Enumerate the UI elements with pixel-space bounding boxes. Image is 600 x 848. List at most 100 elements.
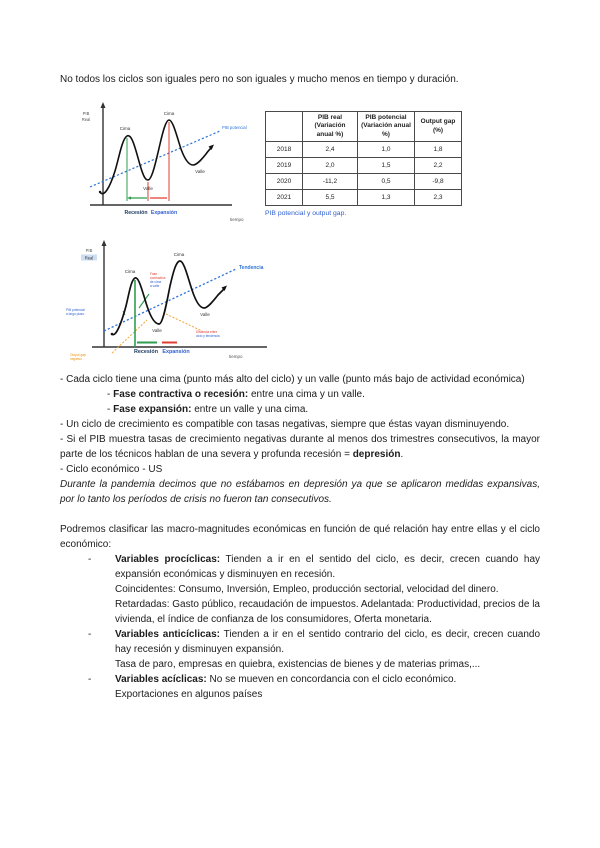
aciclicas-term: Variables acíclicas: <box>115 674 207 685</box>
depresion-term: depresión <box>352 449 401 460</box>
col-header-pib-real: PIB real (Variación anual %) <box>302 110 358 143</box>
col-header-output-gap: Output gap (%) <box>414 110 462 143</box>
gdp-table: PIB real (Variación anual %) PIB potenci… <box>265 110 462 207</box>
peak1-label: Cima <box>120 126 131 131</box>
bullet-prociclicas: - Variables procíclicas: Tienden a ir en… <box>60 552 540 627</box>
valley1-label: Valle <box>143 186 153 191</box>
figure-row-1: PIB Real PIB potencial Cima Cima <box>60 99 540 231</box>
dash: - <box>107 404 114 415</box>
bullet-main: Variables anticíclicas: Tienden a ir en … <box>115 627 540 657</box>
curve-start-dot <box>98 190 102 194</box>
right-annotation-line-2: ciclo y tendencia <box>196 334 220 338</box>
prociclicas-def: Tienden a ir en el sentido del ciclo, es… <box>115 554 541 580</box>
fase-contractiva-term: Fase contractiva o recesión: <box>113 389 249 400</box>
si-pib-text: - Si el PIB muestra tasas de crecimiento… <box>60 434 540 460</box>
bullet-dash: - <box>88 674 92 685</box>
recession-label: Recesión <box>124 210 147 216</box>
trend-label: PIB potencial <box>222 125 247 130</box>
trend-line <box>103 268 237 332</box>
real-cell: 2,4 <box>302 141 358 159</box>
bottom-left-annotation-line-1: Output gap <box>70 353 86 357</box>
potencial-cell: 1,0 <box>357 141 415 159</box>
bullet-extra: Exportaciones en algunos países <box>115 689 263 700</box>
real-cell: -11,2 <box>302 173 358 191</box>
expansion-bar <box>162 341 177 344</box>
mid-annotation-line-1: Fase <box>150 272 157 276</box>
cycle-curve <box>111 260 226 336</box>
table-row: 2021 5,5 1,3 2,3 <box>265 189 462 207</box>
curve-start-dot <box>110 332 114 336</box>
potencial-cell: 1,3 <box>357 189 415 207</box>
paragraph-ciclo-us: - Ciclo económico - US <box>60 464 163 475</box>
paragraph-si-pib: - Si el PIB muestra tasas de crecimiento… <box>60 432 540 462</box>
bullet-main: Variables procíclicas: Tienden a ir en e… <box>115 552 540 582</box>
orange-guide-line-right <box>165 313 203 332</box>
y-axis-label-1: PIB <box>86 248 93 253</box>
trend-line <box>89 130 221 188</box>
table-row: 2020 -11,2 0,5 -9,8 <box>265 173 462 191</box>
y-axis-label-1: PIB <box>83 111 90 116</box>
left-annotation-line-2: a largo plazo <box>66 312 84 316</box>
gap-cell: 2,3 <box>414 189 462 207</box>
recession-label: Recesión <box>134 349 158 355</box>
dash: - <box>107 389 114 400</box>
bullet-extra: Coincidentes: Consumo, Inversión, Empleo… <box>115 584 499 595</box>
real-cell: 2,0 <box>302 157 358 175</box>
year-cell: 2019 <box>265 157 303 175</box>
gdp-table-block: PIB real (Variación anual %) PIB potenci… <box>265 110 462 217</box>
cycle-chart-2: PIB Real Tendencia Fase contractiva de c… <box>62 237 540 372</box>
si-pib-end: . <box>400 449 404 460</box>
trend-label: Tendencia <box>239 265 264 271</box>
table-header-row: PIB real (Variación anual %) PIB potenci… <box>265 110 462 143</box>
green-slope-mark <box>138 293 150 309</box>
orange-guide-line-left <box>111 319 148 354</box>
intro-paragraph: No todos los ciclos son iguales pero no … <box>60 74 459 85</box>
potencial-cell: 0,5 <box>357 173 415 191</box>
fase-contractiva-def: entre una cima y un valle. <box>248 389 365 400</box>
table-row: 2018 2,4 1,0 1,8 <box>265 141 462 159</box>
bullet-extra: Retardadas: Gasto público, recaudación d… <box>115 599 540 625</box>
fase-expansion-def: entre un valle y una cima. <box>191 404 309 415</box>
paragraph-clasificar: Podremos clasificar las macro-magnitudes… <box>60 524 540 550</box>
right-annotation-line-1: Distancia entre <box>196 330 217 334</box>
gap-cell: 1,8 <box>414 141 462 159</box>
paragraph-cada-ciclo: - Cada ciclo tiene una cima (punto más a… <box>60 374 525 385</box>
y-axis-label-2: Real <box>82 117 91 122</box>
recession-bar <box>137 341 157 344</box>
cycle-chart-1-svg: PIB Real PIB potencial Cima Cima <box>82 102 247 222</box>
label-highlight <box>81 254 97 261</box>
x-axis-label: tiempo <box>230 217 244 222</box>
expansion-label: Expansión <box>162 349 189 355</box>
mid-annotation-line-3: de cima <box>150 280 161 284</box>
real-cell: 5,5 <box>302 189 358 207</box>
year-cell: 2021 <box>265 189 303 207</box>
bullet-dash: - <box>88 629 92 640</box>
potencial-cell: 1,5 <box>357 157 415 175</box>
valley2-label: Valle <box>200 312 210 317</box>
gap-cell: 2,2 <box>414 157 462 175</box>
bullet-anticiclicas: - Variables anticíclicas: Tienden a ir e… <box>60 627 540 672</box>
mid-annotation-line-2: contractiva <box>150 276 166 280</box>
mid-annotation-line-4: a valle <box>150 284 159 288</box>
bullet-extra: Tasa de paro, empresas en quiebra, exist… <box>115 659 481 670</box>
curve-end-arrow-icon <box>208 144 214 150</box>
y-axis-arrow-icon <box>100 102 106 108</box>
valley1-label: Valle <box>152 328 162 333</box>
col-header-pib-potencial: PIB potencial (Variación anual %) <box>357 110 415 143</box>
cycle-chart-2-svg: PIB Real Tendencia Fase contractiva de c… <box>66 240 267 361</box>
line-fase-contractiva: - Fase contractiva o recesión: entre una… <box>60 387 540 402</box>
aciclicas-def: No se mueven en concordancia con el cicl… <box>206 674 457 685</box>
valley2-label: Valle <box>195 169 205 174</box>
corner-header-cell <box>265 110 303 143</box>
peak2-label: Cima <box>164 111 175 116</box>
anticiclicas-term: Variables anticíclicas: <box>115 629 221 640</box>
peak1-label: Cima <box>125 269 136 274</box>
bullet-main: Variables acíclicas: No se mueven en con… <box>115 672 540 687</box>
bottom-left-annotation-line-2: negativo <box>70 357 82 361</box>
peak2-label: Cima <box>174 252 185 257</box>
x-axis-label: tiempo <box>229 354 243 359</box>
prociclicas-term: Variables procíclicas: <box>115 554 221 565</box>
year-cell: 2020 <box>265 173 303 191</box>
gap-cell: -9,8 <box>414 173 462 191</box>
